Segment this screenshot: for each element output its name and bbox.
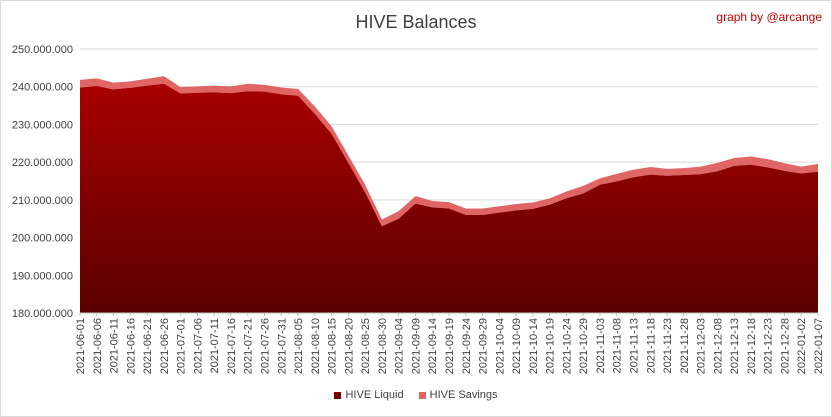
chart-credit: graph by @arcange (716, 10, 822, 24)
x-tick-label: 2021-06-21 (142, 318, 154, 374)
x-tick-label: 2021-10-14 (528, 318, 540, 374)
legend-swatch-savings (418, 391, 426, 399)
x-tick-label: 2021-12-08 (712, 318, 724, 374)
x-tick-label: 2021-06-06 (92, 318, 104, 374)
x-tick-label: 2021-11-18 (645, 318, 657, 373)
legend: HIVE Liquid HIVE Savings (0, 389, 832, 402)
y-tick-label: 180.000.000 (12, 308, 73, 320)
x-tick-label: 2021-06-01 (75, 318, 87, 374)
legend-item-savings: HIVE Savings (418, 389, 498, 401)
x-tick-label: 2021-08-15 (327, 318, 339, 374)
chart-title: HIVE Balances (355, 12, 477, 32)
x-tick-label: 2021-11-08 (612, 318, 624, 373)
legend-label-liquid: HIVE Liquid (345, 389, 404, 401)
y-tick-label: 220.000.000 (12, 157, 73, 169)
x-tick-label: 2021-12-18 (746, 318, 758, 374)
x-tick-label: 2021-10-04 (494, 318, 506, 374)
y-tick-label: 210.000.000 (12, 195, 73, 207)
x-tick-label: 2021-09-14 (427, 318, 439, 374)
x-tick-label: 2022-01-07 (813, 318, 825, 374)
x-tick-label: 2021-10-29 (578, 318, 590, 374)
x-tick-label: 2021-12-28 (779, 318, 791, 374)
x-tick-label: 2021-07-31 (276, 318, 288, 374)
legend-swatch-liquid (334, 391, 342, 399)
x-tick-label: 2021-12-23 (763, 318, 775, 374)
y-tick-label: 200.000.000 (12, 233, 73, 245)
y-tick-label: 230.000.000 (12, 119, 73, 131)
x-tick-label: 2021-09-24 (461, 318, 473, 374)
legend-item-liquid: HIVE Liquid (334, 389, 404, 401)
x-tick-label: 2021-09-04 (394, 318, 406, 374)
x-tick-label: 2021-07-11 (209, 318, 221, 373)
x-tick-label: 2021-11-28 (679, 318, 691, 373)
x-tick-label: 2021-07-06 (192, 318, 204, 374)
y-tick-label: 240.000.000 (12, 82, 73, 94)
x-tick-label: 2021-06-11 (109, 318, 121, 373)
x-tick-label: 2021-12-13 (729, 318, 741, 374)
x-tick-label: 2021-11-03 (595, 318, 607, 373)
x-tick-label: 2021-10-24 (561, 318, 573, 374)
y-tick-label: 190.000.000 (12, 270, 73, 282)
x-tick-label: 2021-08-05 (293, 318, 305, 374)
x-tick-label: 2021-07-16 (226, 318, 238, 374)
x-tick-label: 2021-08-30 (377, 318, 389, 374)
legend-label-savings: HIVE Savings (429, 389, 498, 401)
x-tick-label: 2021-09-29 (478, 318, 490, 374)
x-tick-label: 2021-06-26 (159, 318, 171, 374)
x-tick-label: 2021-07-26 (260, 318, 272, 374)
x-tick-label: 2021-07-21 (243, 318, 255, 374)
x-tick-label: 2021-11-23 (662, 318, 674, 373)
x-tick-label: 2021-10-09 (511, 318, 523, 374)
x-tick-label: 2021-10-19 (545, 318, 557, 374)
x-tick-label: 2021-11-13 (629, 318, 641, 373)
x-tick-label: 2021-08-10 (310, 318, 322, 374)
x-tick-label: 2021-07-01 (176, 318, 188, 374)
x-tick-label: 2021-09-19 (444, 318, 456, 374)
x-tick-label: 2022-01-02 (796, 318, 808, 374)
x-tick-label: 2021-12-03 (696, 318, 708, 374)
x-tick-label: 2021-08-20 (343, 318, 355, 374)
x-tick-label: 2021-06-16 (125, 318, 137, 374)
y-tick-label: 250.000.000 (12, 44, 73, 56)
x-tick-label: 2021-09-09 (410, 318, 422, 374)
liquid-area (80, 83, 818, 313)
x-tick-label: 2021-08-25 (360, 318, 372, 374)
